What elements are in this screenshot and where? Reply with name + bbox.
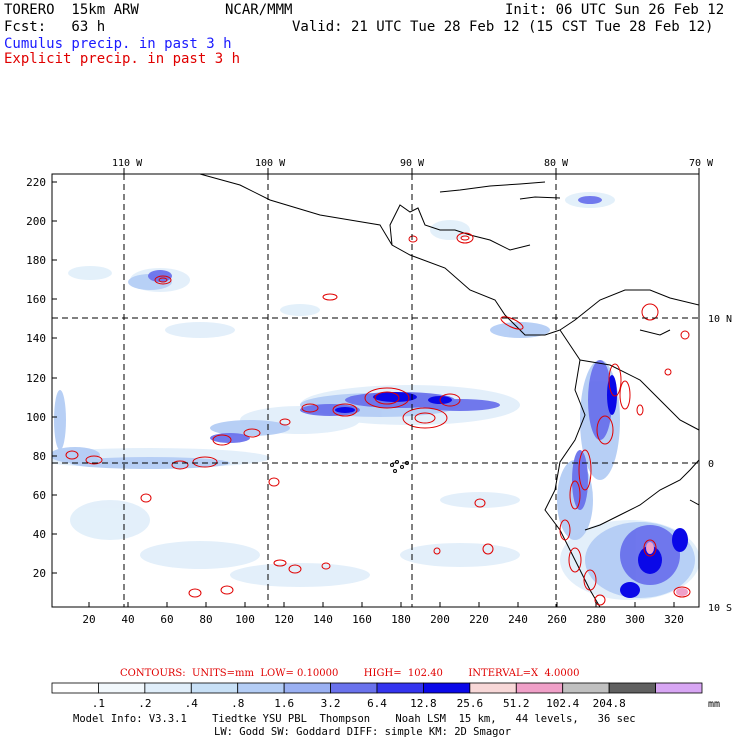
colorbar-label: .8 <box>231 697 244 710</box>
colorbar-swatch <box>190 682 239 694</box>
x-tick-label: 100 <box>235 613 255 626</box>
field-label-explicit: Explicit precip. in past 3 h <box>4 51 241 67</box>
x-tick-label: 60 <box>160 613 173 626</box>
forecast-hour: Fcst: 63 h <box>4 19 106 35</box>
x-tick-label: 120 <box>274 613 294 626</box>
lat-lon-grid <box>52 174 699 607</box>
valid-time: Valid: 21 UTC Tue 28 Feb 12 (15 CST Tue … <box>292 19 714 35</box>
colorbar-swatch <box>376 682 424 694</box>
x-tick-label: 320 <box>664 613 684 626</box>
colorbar-label: 204.8 <box>593 697 626 710</box>
x-tick-label: 20 <box>82 613 95 626</box>
coastlines <box>199 174 699 607</box>
x-tick-label: 300 <box>625 613 645 626</box>
colorbar-label: 102.4 <box>546 697 579 710</box>
colorbar-swatch <box>98 682 146 694</box>
colorbar-label: 6.4 <box>367 697 387 710</box>
colorbar-label: 51.2 <box>503 697 530 710</box>
colorbar-swatch <box>423 682 471 694</box>
axis-tick-marks <box>52 168 700 607</box>
colorbar-label: 25.6 <box>457 697 484 710</box>
physics-info: LW: Godd SW: Goddard DIFF: simple KM: 2D… <box>214 726 511 738</box>
y-tick-label: 160 <box>26 293 46 306</box>
colorbar-swatch <box>330 682 378 694</box>
x-tick-label: 280 <box>586 613 606 626</box>
x-tick-label: 180 <box>391 613 411 626</box>
x-tick-label: 260 <box>547 613 567 626</box>
x-tick-label: 160 <box>352 613 372 626</box>
lat-label: 0 <box>708 459 714 470</box>
precip-shading <box>52 192 699 600</box>
colorbar-swatch <box>608 682 656 694</box>
y-tick-label: 200 <box>26 215 46 228</box>
y-tick-label: 140 <box>26 332 46 345</box>
colorbar-swatch <box>469 682 517 694</box>
colorbar-label: 1.6 <box>274 697 294 710</box>
map-frame <box>51 173 700 608</box>
colorbar-swatch <box>562 682 610 694</box>
y-tick-label: 180 <box>26 254 46 267</box>
organization: NCAR/MMM <box>225 2 293 18</box>
y-tick-label: 20 <box>33 567 46 580</box>
colorbar-swatch <box>283 682 331 694</box>
field-label-cumulus: Cumulus precip. in past 3 h <box>4 36 232 52</box>
contour-info: CONTOURS: UNITS=mm LOW= 0.10000 HIGH= 10… <box>120 668 579 679</box>
model-info: Model Info: V3.3.1 Tiedtke YSU PBL Thomp… <box>73 713 636 725</box>
x-tick-label: 220 <box>469 613 489 626</box>
colorbar <box>51 682 703 694</box>
lat-label: 10 S <box>708 603 732 614</box>
colorbar-label: 3.2 <box>321 697 341 710</box>
lon-label: 110 W <box>112 158 143 169</box>
x-tick-label: 240 <box>508 613 528 626</box>
model-name: TORERO 15km ARW <box>4 2 139 18</box>
y-tick-label: 100 <box>26 411 46 424</box>
colorbar-label: .2 <box>138 697 151 710</box>
colorbar-swatch <box>144 682 192 694</box>
init-time: Init: 06 UTC Sun 26 Feb 12 <box>505 2 725 18</box>
colorbar-swatch <box>655 682 703 694</box>
lat-label: 10 N <box>708 314 732 325</box>
explicit-precip-contours <box>65 232 691 606</box>
lon-label: 90 W <box>400 158 425 169</box>
colorbar-units: mm <box>708 699 720 710</box>
x-tick-label: 200 <box>430 613 450 626</box>
colorbar-label: 12.8 <box>410 697 437 710</box>
colorbar-label: .1 <box>92 697 105 710</box>
colorbar-swatch <box>515 682 564 694</box>
lon-label: 80 W <box>544 158 569 169</box>
colorbar-label: .4 <box>185 697 199 710</box>
colorbar-swatch <box>51 682 99 694</box>
x-tick-label: 40 <box>121 613 134 626</box>
colorbar-labels: .1 .2 .4 .8 1.6 3.2 6.4 12.8 25.6 51.2 102.4 204.8 <box>92 697 626 710</box>
x-tick-label: 80 <box>199 613 212 626</box>
colorbar-swatch <box>237 682 285 694</box>
y-tick-label: 80 <box>33 450 46 463</box>
y-tick-label: 60 <box>33 489 46 502</box>
x-tick-label: 140 <box>313 613 333 626</box>
lon-label: 70 W <box>689 158 714 169</box>
y-tick-label: 120 <box>26 372 46 385</box>
y-tick-label: 40 <box>33 528 46 541</box>
lon-label: 100 W <box>255 158 286 169</box>
y-tick-label: 220 <box>26 176 46 189</box>
